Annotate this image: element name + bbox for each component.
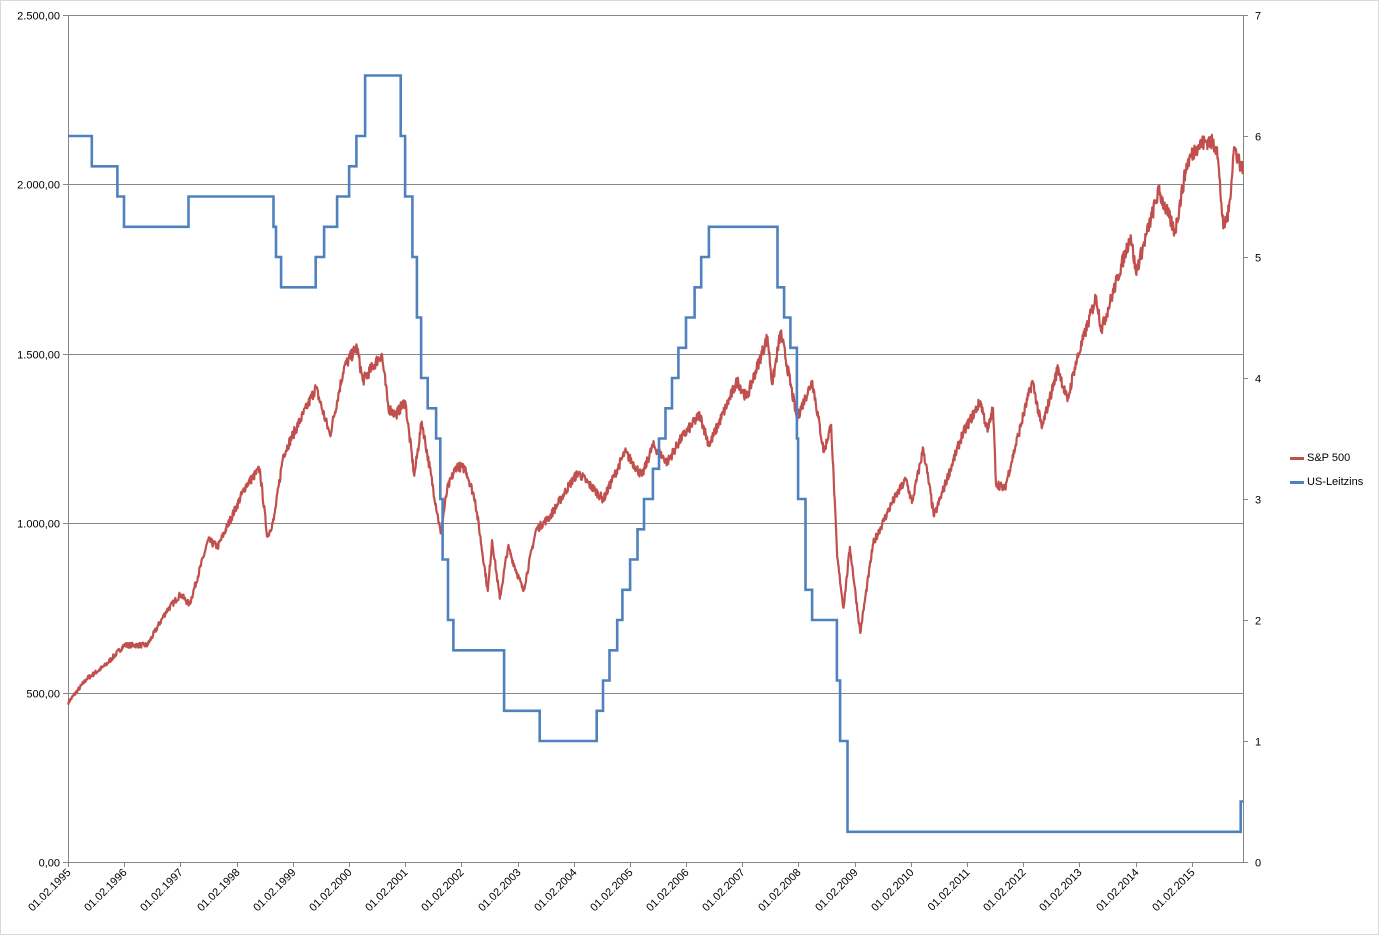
y-right-tick-label: 1	[1255, 737, 1261, 749]
legend: S&P 500 US-Leitzins	[1290, 446, 1363, 494]
y-left-tick-label: 2.000,00	[17, 180, 60, 192]
y-left-tick-label: 1.000,00	[17, 519, 60, 531]
y-right-tick-label: 2	[1255, 616, 1261, 628]
y-right-tick-label: 3	[1255, 495, 1261, 507]
series-line-sp500	[66, 133, 1245, 706]
series-line-us-leitzins	[68, 74, 1243, 834]
y-right-tick-label: 5	[1255, 253, 1261, 265]
legend-swatch-sp500	[1290, 456, 1304, 460]
y-right-tick-label: 6	[1255, 132, 1261, 144]
y-right-tick-label: 0	[1255, 858, 1261, 870]
legend-label-sp500: S&P 500	[1307, 452, 1351, 464]
legend-item-us-leitzins: US-Leitzins	[1290, 470, 1363, 494]
y-right-tick-label: 7	[1255, 11, 1261, 23]
y-left-tick-label: 1.500,00	[17, 350, 60, 362]
y-right-tick-label: 4	[1255, 374, 1261, 386]
y-left-tick-label: 500,00	[26, 689, 60, 701]
legend-item-sp500: S&P 500	[1290, 446, 1363, 470]
legend-swatch-us-leitzins	[1290, 480, 1304, 484]
y-left-tick-label: 0,00	[39, 858, 60, 870]
y-left-tick-label: 2.500,00	[17, 11, 60, 23]
legend-label-us-leitzins: US-Leitzins	[1307, 476, 1364, 488]
